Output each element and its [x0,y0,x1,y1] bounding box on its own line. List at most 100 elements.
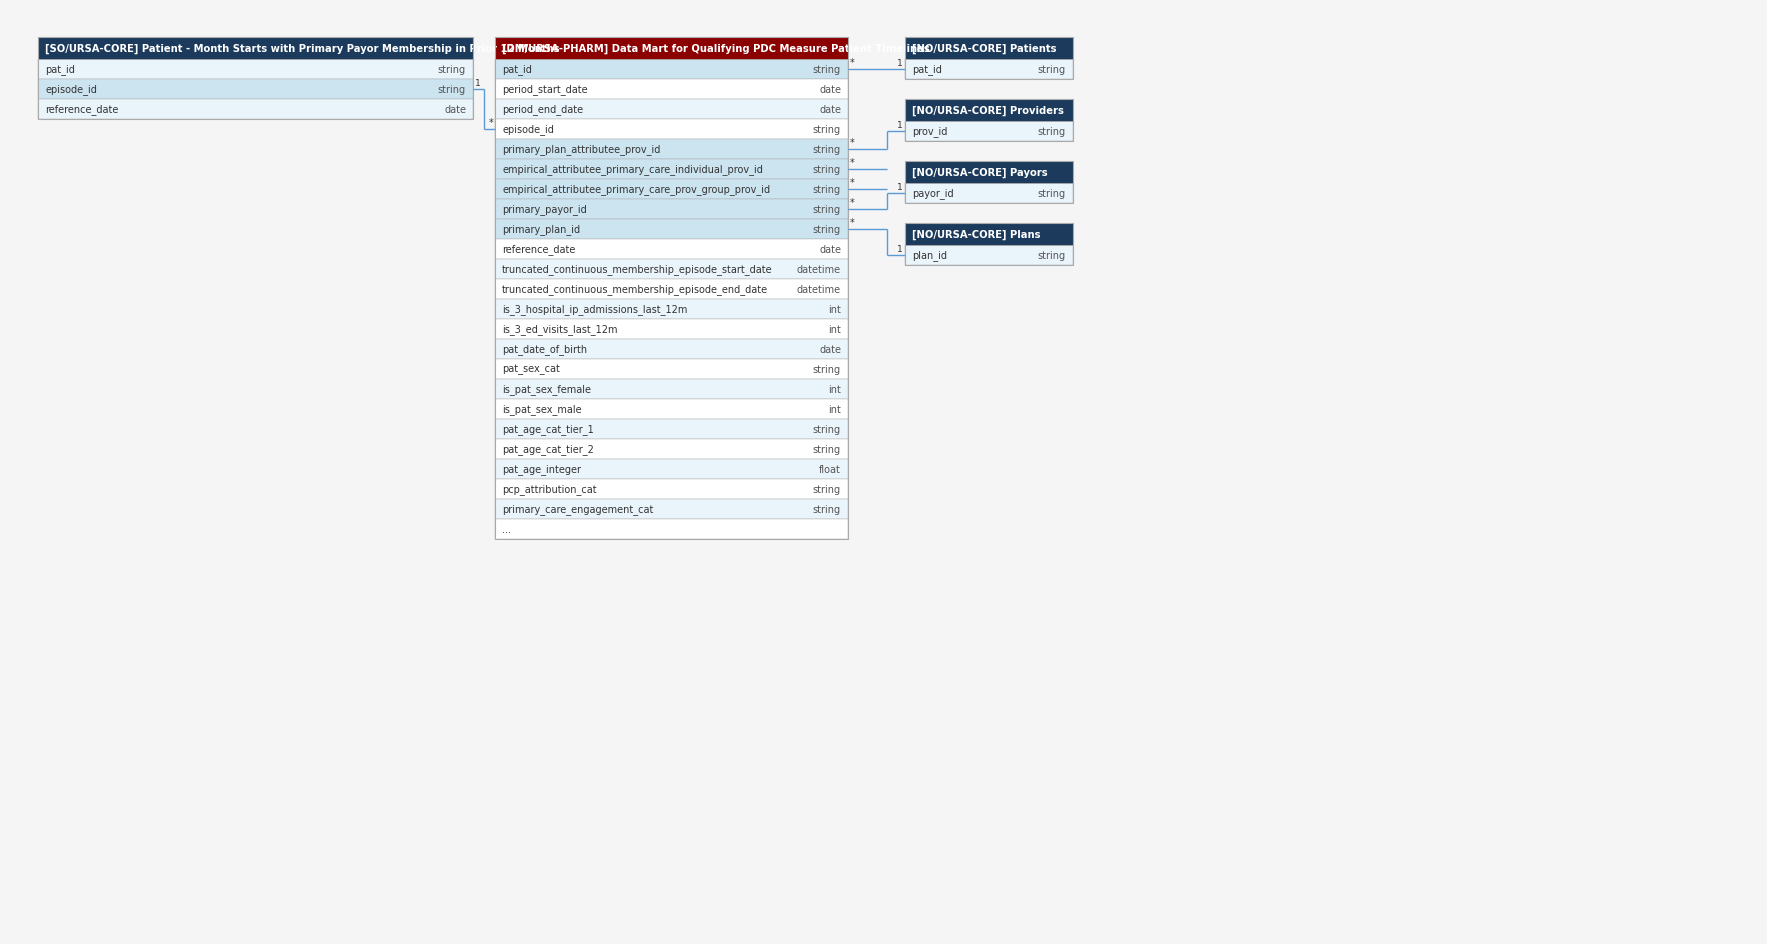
Bar [495,320,848,340]
Text: datetime: datetime [797,264,841,275]
Text: pat_age_integer: pat_age_integer [502,464,581,475]
Text: string: string [813,445,841,454]
Text: *: * [850,177,855,188]
Text: truncated_continuous_membership_episode_start_date: truncated_continuous_membership_episode_… [502,264,772,275]
Bar [495,260,848,279]
Text: string: string [438,85,466,95]
Bar [905,161,1073,204]
Text: float: float [820,464,841,475]
Bar [495,80,848,100]
Text: pat_sex_cat: pat_sex_cat [502,364,560,375]
Text: pcp_attribution_cat: pcp_attribution_cat [502,484,597,495]
Text: episode_id: episode_id [502,125,553,135]
Text: 1: 1 [898,183,903,192]
Text: pat_date_of_birth: pat_date_of_birth [502,345,587,355]
Text: int: int [829,325,841,334]
Bar [905,59,1073,80]
Text: primary_plan_attributee_prov_id: primary_plan_attributee_prov_id [502,144,661,156]
Text: datetime: datetime [797,285,841,295]
Bar [495,399,848,419]
Text: primary_payor_id: primary_payor_id [502,204,587,215]
Text: reference_date: reference_date [44,105,118,115]
Text: [DM/URSA-PHARM] Data Mart for Qualifying PDC Measure Patient Timelines: [DM/URSA-PHARM] Data Mart for Qualifying… [502,43,929,54]
Text: [NO/URSA-CORE] Patients: [NO/URSA-CORE] Patients [912,43,1057,54]
Bar [905,184,1073,204]
Text: date: date [818,244,841,255]
Bar [495,379,848,399]
Bar [905,245,1073,265]
Text: *: * [850,158,855,168]
Text: is_pat_sex_male: is_pat_sex_male [502,404,581,415]
Bar [495,499,848,519]
Text: [NO/URSA-CORE] Payors: [NO/URSA-CORE] Payors [912,168,1048,178]
Text: date: date [818,105,841,115]
Bar [495,200,848,220]
Text: 1: 1 [898,59,903,68]
Text: string: string [813,125,841,135]
Text: truncated_continuous_membership_episode_end_date: truncated_continuous_membership_episode_… [502,284,769,295]
Text: *: * [488,118,493,127]
Bar [495,59,848,80]
Bar [495,340,848,360]
Text: string: string [813,165,841,175]
Text: [SO/URSA-CORE] Patient - Month Starts with Primary Payor Membership in Prior 12 : [SO/URSA-CORE] Patient - Month Starts wi… [44,43,560,54]
Bar [495,100,848,120]
Text: pat_id: pat_id [44,64,74,76]
Bar [495,220,848,240]
Text: pat_id: pat_id [912,64,942,76]
Text: 1: 1 [898,244,903,254]
Bar [39,59,474,80]
Text: date: date [818,345,841,355]
Bar [495,360,848,379]
Text: payor_id: payor_id [912,189,954,199]
Bar [495,160,848,179]
Text: 1: 1 [475,79,481,88]
Bar [495,519,848,539]
Bar [495,179,848,200]
Text: [NO/URSA-CORE] Plans: [NO/URSA-CORE] Plans [912,229,1041,240]
Bar [495,460,848,480]
Text: date: date [444,105,466,115]
Text: int: int [829,405,841,414]
Text: pat_age_cat_tier_1: pat_age_cat_tier_1 [502,424,594,435]
Text: is_pat_sex_female: is_pat_sex_female [502,384,590,395]
Bar [39,38,474,59]
Text: string: string [813,144,841,155]
Text: string: string [438,65,466,75]
Text: period_start_date: period_start_date [502,84,588,95]
Text: plan_id: plan_id [912,250,947,261]
Text: is_3_hospital_ip_admissions_last_12m: is_3_hospital_ip_admissions_last_12m [502,304,687,315]
Text: string: string [1037,251,1066,261]
Text: string: string [813,205,841,215]
Text: primary_care_engagement_cat: primary_care_engagement_cat [502,504,654,514]
Bar [39,38,474,120]
Text: pat_id: pat_id [502,64,532,76]
Text: is_3_ed_visits_last_12m: is_3_ed_visits_last_12m [502,324,617,335]
Text: int: int [829,305,841,314]
Text: date: date [818,85,841,95]
Text: *: * [850,58,855,68]
Bar [495,38,848,59]
Bar [905,224,1073,245]
Text: string: string [813,225,841,235]
Bar [495,279,848,299]
Text: 1: 1 [898,121,903,130]
Bar [905,122,1073,142]
Bar [495,38,848,539]
Bar [905,38,1073,80]
Bar [495,299,848,320]
Text: empirical_attributee_primary_care_individual_prov_id: empirical_attributee_primary_care_indivi… [502,164,763,176]
Text: *: * [850,198,855,208]
Bar [495,480,848,499]
Bar [39,100,474,120]
Bar [495,419,848,440]
Bar [495,140,848,160]
Text: period_end_date: period_end_date [502,105,583,115]
Bar [905,100,1073,142]
Text: *: * [850,138,855,148]
Bar [39,80,474,100]
Bar [905,161,1073,184]
Text: ...: ... [502,525,511,534]
Text: string: string [813,504,841,514]
Bar [905,38,1073,59]
